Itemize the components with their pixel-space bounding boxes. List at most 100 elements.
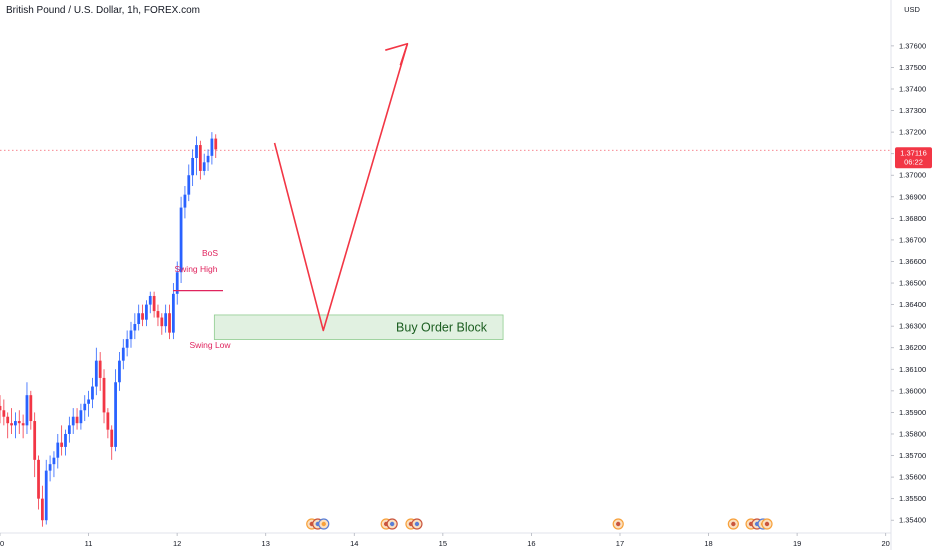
candle-body — [202, 162, 206, 171]
candle-body — [0, 405, 2, 411]
y-tick-label: 1.36500 — [899, 279, 926, 288]
candle-body — [10, 423, 13, 426]
candle-body — [145, 304, 148, 320]
projection-arrow — [273, 43, 409, 332]
x-tick-label: 17 — [616, 539, 624, 548]
candle-body — [175, 272, 179, 294]
candle-body — [156, 311, 160, 318]
y-tick-label: 1.35900 — [899, 408, 926, 417]
event-marker[interactable] — [405, 518, 423, 530]
candle-body — [98, 360, 102, 378]
candle-body — [102, 377, 106, 413]
candle-body — [87, 399, 90, 404]
candle — [191, 149, 195, 187]
candle-body — [121, 347, 125, 361]
candle — [183, 186, 187, 219]
candle-body — [21, 423, 25, 426]
y-tick-label: 1.36700 — [899, 235, 926, 244]
candle — [114, 369, 117, 452]
candle-body — [179, 207, 183, 273]
swing-low-label: Swing Low — [189, 340, 231, 350]
candle-body — [171, 293, 175, 333]
candle — [164, 304, 168, 333]
candle — [168, 304, 171, 340]
event-flag-dot — [414, 521, 420, 527]
candle-body — [48, 464, 52, 471]
candle-body — [168, 313, 171, 333]
candle — [21, 414, 25, 439]
event-flag-dot — [321, 521, 326, 527]
event-flag-dot — [616, 521, 621, 527]
candle — [175, 261, 179, 305]
candle-body — [64, 433, 67, 447]
candle-body — [67, 425, 71, 434]
candle-body — [191, 157, 195, 176]
x-tick-label: 18 — [704, 539, 712, 548]
candle-body — [60, 442, 64, 447]
candle-body — [6, 416, 10, 424]
candle — [145, 300, 148, 327]
candle — [44, 459, 48, 525]
candle-body — [83, 403, 87, 411]
candle — [102, 369, 106, 424]
y-tick-label: 1.35400 — [899, 516, 926, 525]
event-marker[interactable] — [727, 518, 739, 530]
candle — [64, 429, 67, 456]
candle — [137, 304, 141, 331]
candle-body — [79, 410, 83, 424]
candle-body — [37, 459, 40, 499]
y-tick-label: 1.36200 — [899, 343, 926, 352]
event-marker[interactable] — [306, 518, 330, 530]
candle-body — [94, 360, 98, 387]
candle-body — [33, 421, 37, 460]
candle-body — [44, 470, 48, 521]
event-flag-dot — [764, 521, 770, 527]
event-marker[interactable] — [380, 518, 398, 530]
candle-body — [91, 386, 94, 400]
candle-body — [129, 330, 133, 340]
candle — [10, 408, 13, 434]
candle-body — [187, 175, 191, 195]
candle — [129, 321, 133, 348]
candle — [75, 408, 79, 430]
candle — [0, 395, 2, 424]
candle-body — [137, 313, 141, 325]
y-tick-label: 1.36900 — [899, 192, 926, 201]
y-tick-label: 1.35600 — [899, 473, 926, 482]
event-marker[interactable] — [612, 518, 624, 530]
bar-countdown: 06:22 — [904, 158, 923, 167]
candle-body — [206, 155, 210, 163]
candle-body — [160, 317, 164, 327]
y-tick-label: 1.37000 — [899, 171, 926, 180]
x-tick-label: 13 — [262, 539, 270, 548]
candle-body — [118, 360, 121, 383]
candle — [121, 339, 125, 370]
candle — [133, 313, 137, 340]
x-tick-label: 10 — [0, 539, 4, 548]
y-tick-label: 1.35800 — [899, 429, 926, 438]
y-tick-label: 1.36600 — [899, 257, 926, 266]
candle-body — [183, 194, 187, 208]
candle — [6, 412, 10, 439]
candle — [141, 304, 144, 327]
x-tick-label: 20 — [882, 539, 890, 548]
symbol-title: British Pound / U.S. Dollar, 1h, FOREX.c… — [6, 5, 200, 16]
candle-body — [141, 313, 144, 320]
y-tick-label: 1.36400 — [899, 300, 926, 309]
candle — [17, 410, 21, 434]
candle — [171, 283, 175, 340]
event-marker[interactable] — [761, 518, 773, 530]
candle — [87, 390, 90, 417]
y-tick-label: 1.37300 — [899, 106, 926, 115]
candle — [148, 291, 152, 314]
y-tick-label: 1.36100 — [899, 365, 926, 374]
candle — [110, 425, 114, 460]
candle — [40, 485, 44, 527]
candle — [83, 395, 87, 422]
candle-body — [25, 395, 29, 426]
y-tick-label: 1.36300 — [899, 322, 926, 331]
candle-body — [71, 416, 75, 426]
candle — [98, 352, 102, 391]
